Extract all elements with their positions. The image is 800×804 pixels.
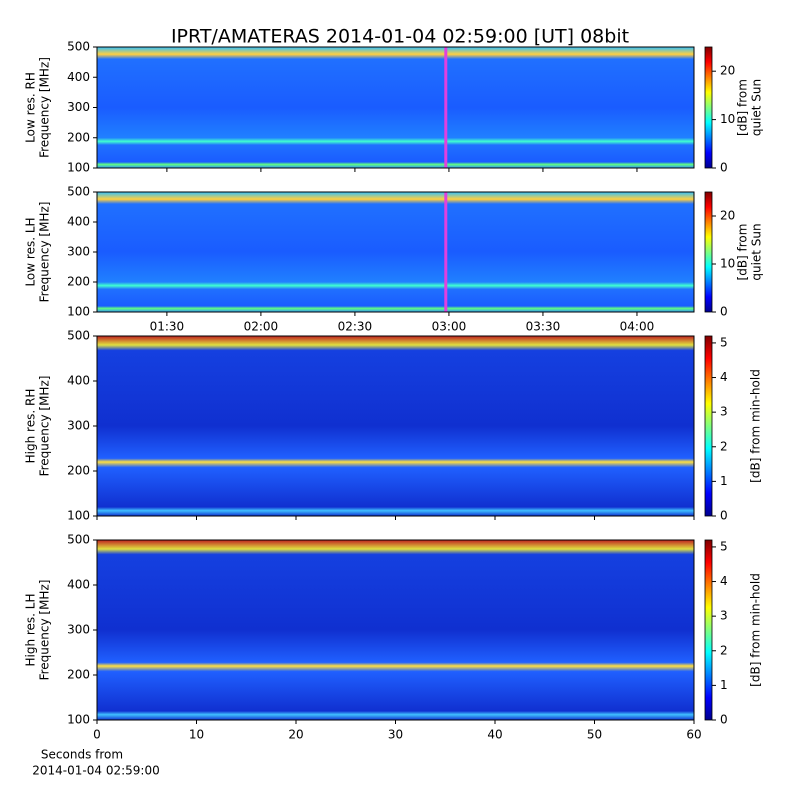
y-axis-label: High res. LH bbox=[24, 593, 38, 666]
y-tick-label: 400 bbox=[67, 215, 90, 229]
x-tick-label: 03:30 bbox=[526, 320, 561, 334]
x-tick-label: 01:30 bbox=[150, 320, 185, 334]
y-tick-label: 400 bbox=[67, 70, 90, 84]
y-tick-label: 100 bbox=[67, 509, 90, 523]
y-tick-label: 100 bbox=[67, 161, 90, 175]
x-tick-label: 40 bbox=[487, 728, 502, 742]
spectrogram-image bbox=[97, 192, 694, 312]
x-tick-label: 30 bbox=[388, 728, 403, 742]
y-axis-label: High res. RH bbox=[24, 389, 38, 464]
y-axis-label: Frequency [MHz] bbox=[38, 376, 52, 477]
colorbar-tick-label: 10 bbox=[720, 257, 735, 271]
y-axis-label: Frequency [MHz] bbox=[38, 202, 52, 303]
colorbar-label: [dB] from bbox=[736, 224, 750, 281]
colorbar-label: quiet Sun bbox=[750, 223, 764, 280]
x-tick-label: 20 bbox=[288, 728, 303, 742]
colorbar-tick-label: 2 bbox=[720, 439, 728, 453]
figure-title: IPRT/AMATERAS 2014-01-04 02:59:00 [UT] 0… bbox=[171, 26, 629, 48]
colorbar-tick-label: 2 bbox=[720, 643, 728, 657]
colorbar-tick-label: 10 bbox=[720, 112, 735, 126]
colorbar-label: [dB] from min-hold bbox=[749, 369, 763, 483]
y-tick-label: 300 bbox=[67, 623, 90, 637]
x-tick-label: 10 bbox=[189, 728, 204, 742]
colorbar bbox=[704, 539, 713, 721]
colorbar bbox=[704, 191, 713, 313]
colorbar-tick-label: 0 bbox=[720, 713, 728, 727]
y-tick-label: 500 bbox=[67, 40, 90, 54]
x-tick-label: 0 bbox=[93, 728, 101, 742]
colorbar-tick-label: 0 bbox=[720, 161, 728, 175]
spectrogram-image bbox=[97, 540, 694, 720]
colorbar-tick-label: 3 bbox=[720, 609, 728, 623]
spectrogram-image bbox=[97, 336, 694, 516]
colorbar-tick-label: 20 bbox=[720, 64, 735, 78]
colorbar-tick-label: 4 bbox=[720, 370, 728, 384]
colorbar-label: [dB] from min-hold bbox=[749, 573, 763, 687]
y-tick-label: 100 bbox=[67, 713, 90, 727]
y-tick-label: 500 bbox=[67, 533, 90, 547]
y-tick-label: 400 bbox=[67, 578, 90, 592]
y-tick-label: 500 bbox=[67, 329, 90, 343]
x-tick-label: 02:30 bbox=[338, 320, 373, 334]
colorbar-label: quiet Sun bbox=[750, 79, 764, 136]
y-tick-label: 100 bbox=[67, 305, 90, 319]
y-tick-label: 200 bbox=[67, 275, 90, 289]
colorbar-tick-label: 3 bbox=[720, 405, 728, 419]
x-tick-label: 04:00 bbox=[620, 320, 655, 334]
y-tick-label: 500 bbox=[67, 185, 90, 199]
colorbar bbox=[704, 335, 713, 517]
y-tick-label: 400 bbox=[67, 374, 90, 388]
y-tick-label: 200 bbox=[67, 130, 90, 144]
colorbar-tick-label: 5 bbox=[720, 539, 728, 553]
x-axis-label: Seconds from bbox=[41, 748, 123, 762]
colorbar-tick-label: 1 bbox=[720, 474, 728, 488]
y-axis-label: Low res. LH bbox=[24, 217, 38, 286]
colorbar-tick-label: 4 bbox=[720, 574, 728, 588]
x-tick-label: 03:00 bbox=[432, 320, 467, 334]
x-tick-label: 60 bbox=[686, 728, 701, 742]
y-axis-label: Frequency [MHz] bbox=[38, 580, 52, 681]
colorbar-tick-label: 1 bbox=[720, 678, 728, 692]
colorbar-tick-label: 5 bbox=[720, 335, 728, 349]
y-tick-label: 300 bbox=[67, 100, 90, 114]
colorbar bbox=[704, 46, 713, 169]
colorbar-label: [dB] from bbox=[736, 79, 750, 136]
x-axis-label: 2014-01-04 02:59:00 bbox=[32, 764, 159, 778]
y-tick-label: 300 bbox=[67, 245, 90, 259]
x-tick-label: 02:00 bbox=[244, 320, 279, 334]
colorbar-tick-label: 20 bbox=[720, 209, 735, 223]
spectrogram-image bbox=[97, 47, 694, 168]
colorbar-tick-label: 0 bbox=[720, 305, 728, 319]
y-tick-label: 200 bbox=[67, 668, 90, 682]
y-tick-label: 300 bbox=[67, 419, 90, 433]
y-tick-label: 200 bbox=[67, 464, 90, 478]
x-tick-label: 50 bbox=[587, 728, 602, 742]
y-axis-label: Low res. RH bbox=[24, 72, 38, 143]
y-axis-label: Frequency [MHz] bbox=[38, 57, 52, 158]
colorbar-tick-label: 0 bbox=[720, 509, 728, 523]
